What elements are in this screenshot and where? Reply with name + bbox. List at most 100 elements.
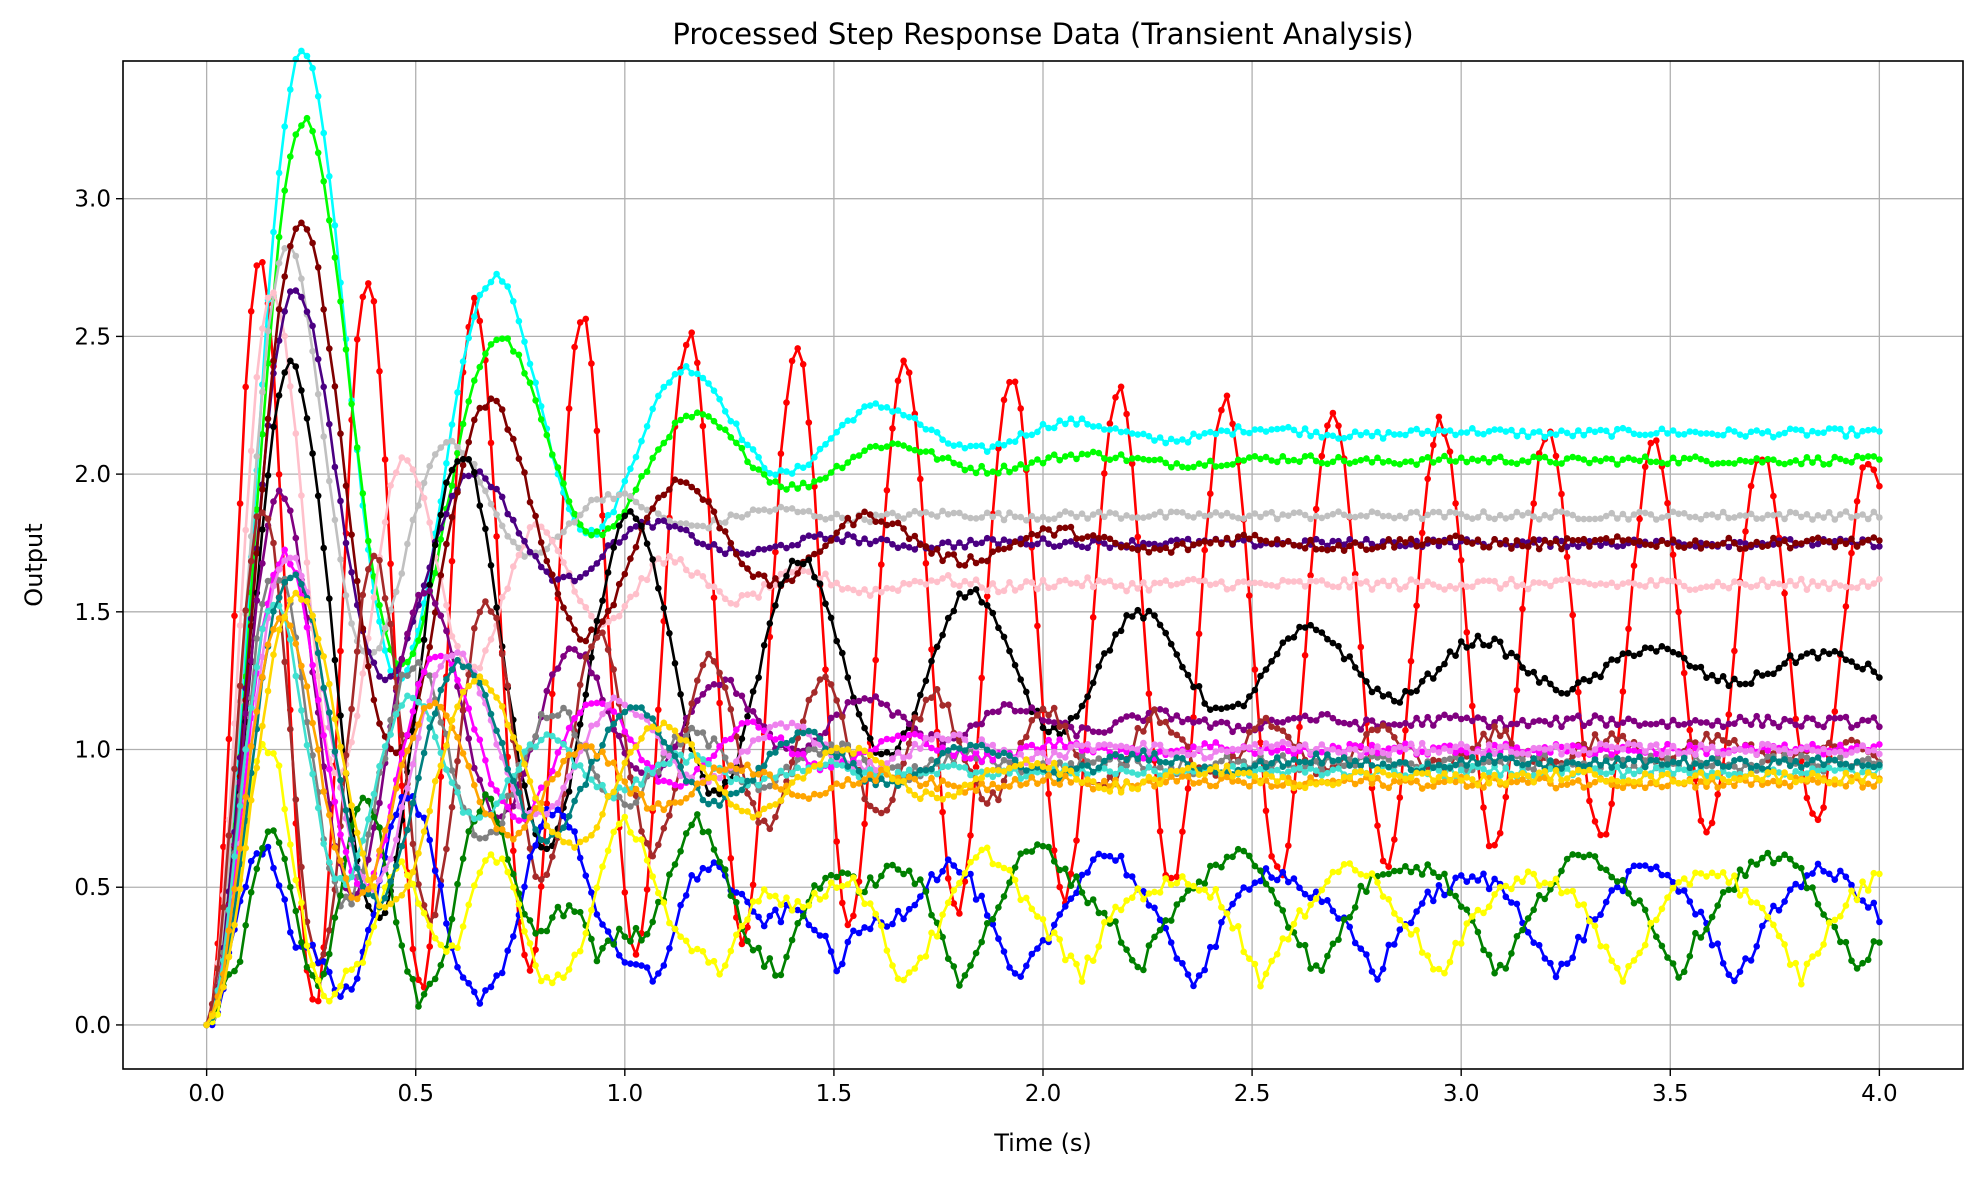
data-point xyxy=(1480,870,1487,878)
data-point xyxy=(627,555,634,562)
data-point xyxy=(565,824,573,831)
data-point xyxy=(1396,536,1404,543)
data-point xyxy=(326,997,333,1005)
data-point xyxy=(1876,741,1883,748)
data-point xyxy=(1703,925,1710,933)
data-point xyxy=(247,889,255,896)
data-point xyxy=(298,47,305,55)
data-point xyxy=(1324,431,1331,439)
data-point xyxy=(398,782,406,790)
data-point xyxy=(772,506,779,513)
data-point xyxy=(220,843,227,851)
data-point xyxy=(738,940,746,948)
data-point xyxy=(1262,807,1270,815)
data-point xyxy=(1519,542,1526,550)
data-point xyxy=(1586,797,1593,805)
data-point xyxy=(1474,632,1482,640)
data-point xyxy=(677,556,684,563)
data-point xyxy=(1580,456,1588,463)
data-point xyxy=(1742,887,1749,894)
data-point xyxy=(721,426,729,434)
data-point xyxy=(844,514,852,522)
data-point xyxy=(978,795,985,803)
data-point xyxy=(1184,715,1192,723)
data-point xyxy=(1262,880,1270,888)
data-point xyxy=(1625,516,1632,523)
data-point xyxy=(1201,462,1208,469)
data-point xyxy=(610,523,617,530)
data-point xyxy=(878,750,885,758)
data-point xyxy=(1491,723,1498,730)
data-point xyxy=(900,525,907,532)
data-point xyxy=(799,361,807,368)
data-point xyxy=(1569,954,1576,961)
data-point xyxy=(1418,456,1426,463)
data-point xyxy=(376,762,383,770)
data-point xyxy=(766,508,774,515)
data-point xyxy=(632,765,640,772)
data-point xyxy=(1686,541,1694,548)
data-point xyxy=(638,781,645,788)
data-point xyxy=(259,388,266,396)
data-point xyxy=(576,597,584,605)
data-point xyxy=(978,514,985,521)
data-point xyxy=(632,498,640,506)
data-point xyxy=(1770,743,1777,751)
data-point xyxy=(1307,432,1314,440)
data-point xyxy=(1586,515,1593,523)
data-point xyxy=(537,710,545,718)
data-point xyxy=(1368,717,1376,724)
data-point xyxy=(370,790,378,798)
data-point xyxy=(1073,713,1080,720)
data-point xyxy=(1000,516,1008,524)
data-point xyxy=(799,912,807,920)
data-point xyxy=(1067,451,1075,459)
data-point xyxy=(426,643,434,651)
data-point xyxy=(788,719,796,727)
data-point xyxy=(259,625,266,633)
data-point xyxy=(1179,873,1186,880)
data-point xyxy=(1363,716,1370,723)
data-point xyxy=(1692,586,1699,593)
data-point xyxy=(264,472,272,479)
data-point xyxy=(604,542,612,549)
data-point xyxy=(560,480,567,487)
data-point xyxy=(1541,433,1549,441)
data-point xyxy=(1692,513,1699,521)
data-point xyxy=(270,539,277,547)
data-point xyxy=(671,743,679,751)
data-point xyxy=(1218,705,1225,713)
data-point xyxy=(1307,572,1314,579)
data-point xyxy=(1708,819,1716,827)
data-point xyxy=(259,486,266,493)
data-point xyxy=(760,886,768,893)
data-point xyxy=(1251,879,1259,886)
data-point xyxy=(1190,751,1197,758)
data-point xyxy=(760,817,768,825)
data-point xyxy=(777,483,785,491)
data-point xyxy=(822,666,829,673)
data-point xyxy=(292,287,300,294)
data-point xyxy=(1162,629,1169,637)
data-point xyxy=(1407,868,1415,876)
data-point xyxy=(1140,430,1147,438)
data-point xyxy=(247,857,255,865)
data-point xyxy=(1725,426,1733,433)
data-point xyxy=(1697,817,1705,824)
data-point xyxy=(1675,974,1682,981)
data-point xyxy=(777,720,785,727)
data-point xyxy=(1597,426,1604,434)
data-point xyxy=(1095,422,1103,430)
data-point xyxy=(560,912,567,920)
data-point xyxy=(1653,863,1660,871)
data-point xyxy=(270,864,277,872)
data-point xyxy=(822,441,829,448)
data-point xyxy=(426,519,434,526)
data-point xyxy=(437,536,445,543)
data-point xyxy=(1167,435,1175,443)
data-point xyxy=(827,871,835,879)
data-point xyxy=(615,491,623,499)
data-point xyxy=(900,515,907,522)
data-point xyxy=(1257,982,1264,990)
data-point xyxy=(1117,543,1125,551)
